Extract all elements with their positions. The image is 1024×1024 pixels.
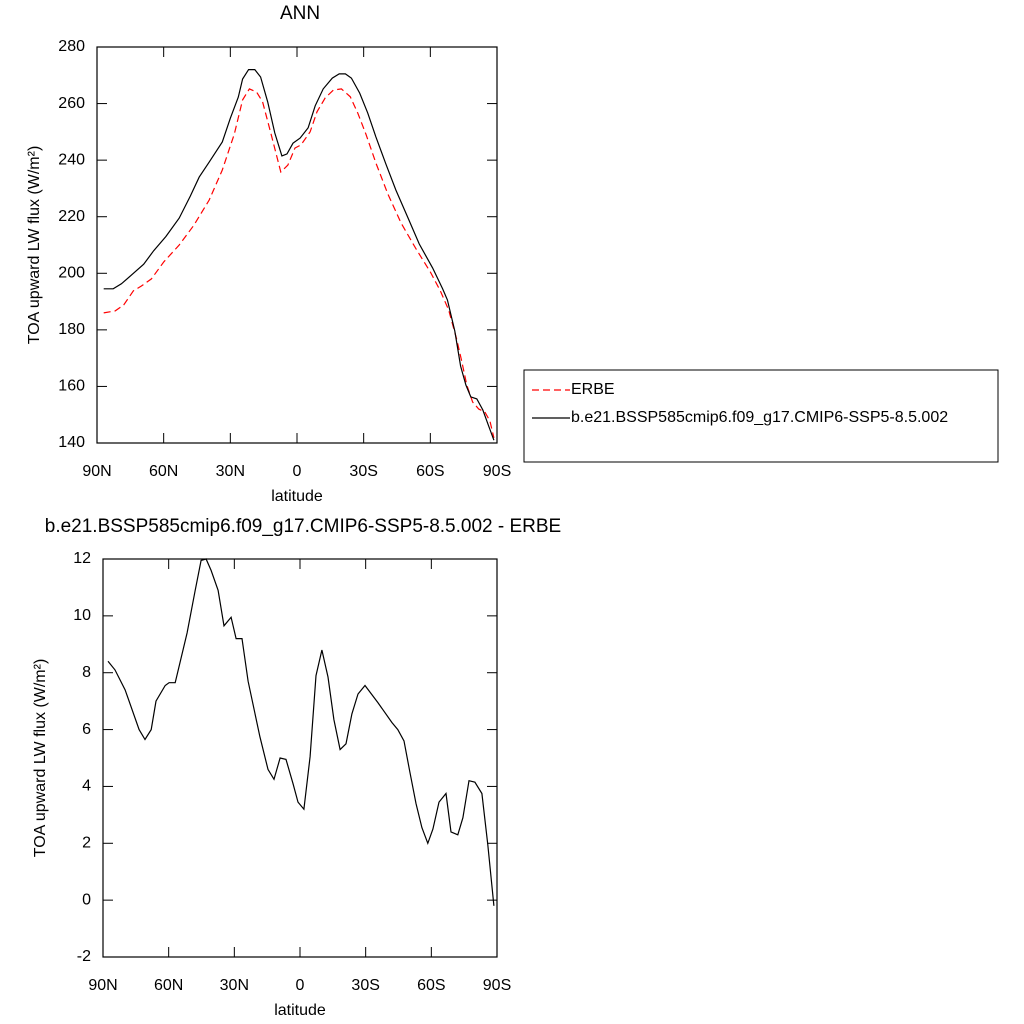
x-tick-label: 90N	[82, 463, 111, 480]
y-tick-label: 12	[73, 550, 91, 567]
legend: ERBE b.e21.BSSP585cmip6.f09_g17.CMIP6-SSP…	[523, 369, 999, 463]
y-tick-label: 240	[58, 151, 85, 168]
x-tick-label: 60S	[416, 463, 444, 480]
legend-label: b.e21.BSSP585cmip6.f09_g17.CMIP6-SSP5-8.…	[571, 409, 948, 426]
y-tick-label: 160	[58, 378, 85, 395]
x-tick-label: 0	[296, 977, 305, 994]
y-tick-label: 10	[73, 607, 91, 624]
data-line	[107, 558, 495, 906]
y-tick-label: 0	[82, 891, 91, 908]
x-axis-label: latitude	[274, 1002, 326, 1019]
x-tick-label: 90S	[483, 463, 511, 480]
plot-frame	[102, 558, 498, 958]
x-tick-label: 60N	[149, 463, 178, 480]
x-tick-label: 60N	[154, 977, 183, 994]
x-tick-label: 30N	[216, 463, 245, 480]
x-tick-label: 30S	[351, 977, 379, 994]
y-tick-label: 8	[82, 664, 91, 681]
y-tick-label: -2	[77, 948, 91, 965]
y-tick-label: 4	[82, 778, 91, 795]
x-tick-label: 0	[293, 463, 302, 480]
y-axis-label: TOA upward LW flux (W/m²)	[26, 146, 43, 345]
x-tick-label: 30N	[220, 977, 249, 994]
y-tick-label: 2	[82, 835, 91, 852]
data-line	[103, 69, 495, 441]
x-axis-label: latitude	[271, 488, 323, 505]
legend-box	[523, 369, 999, 463]
y-tick-label: 180	[58, 321, 85, 338]
y-tick-label: 260	[58, 95, 85, 112]
y-axis-label: TOA upward LW flux (W/m²)	[32, 659, 49, 858]
legend-label: ERBE	[571, 381, 615, 398]
data-line	[103, 88, 495, 439]
y-tick-label: 200	[58, 265, 85, 282]
x-tick-label: 60S	[417, 977, 445, 994]
y-tick-label: 6	[82, 721, 91, 738]
y-tick-label: 140	[58, 434, 85, 451]
x-tick-label: 90S	[483, 977, 511, 994]
x-tick-label: 30S	[349, 463, 377, 480]
y-tick-label: 280	[58, 38, 85, 55]
chart-title: ANN	[280, 3, 320, 24]
x-tick-label: 90N	[88, 977, 117, 994]
chart-title: b.e21.BSSP585cmip6.f09_g17.CMIP6-SSP5-8.…	[45, 516, 561, 537]
plot-frame	[96, 46, 498, 444]
y-tick-label: 220	[58, 208, 85, 225]
